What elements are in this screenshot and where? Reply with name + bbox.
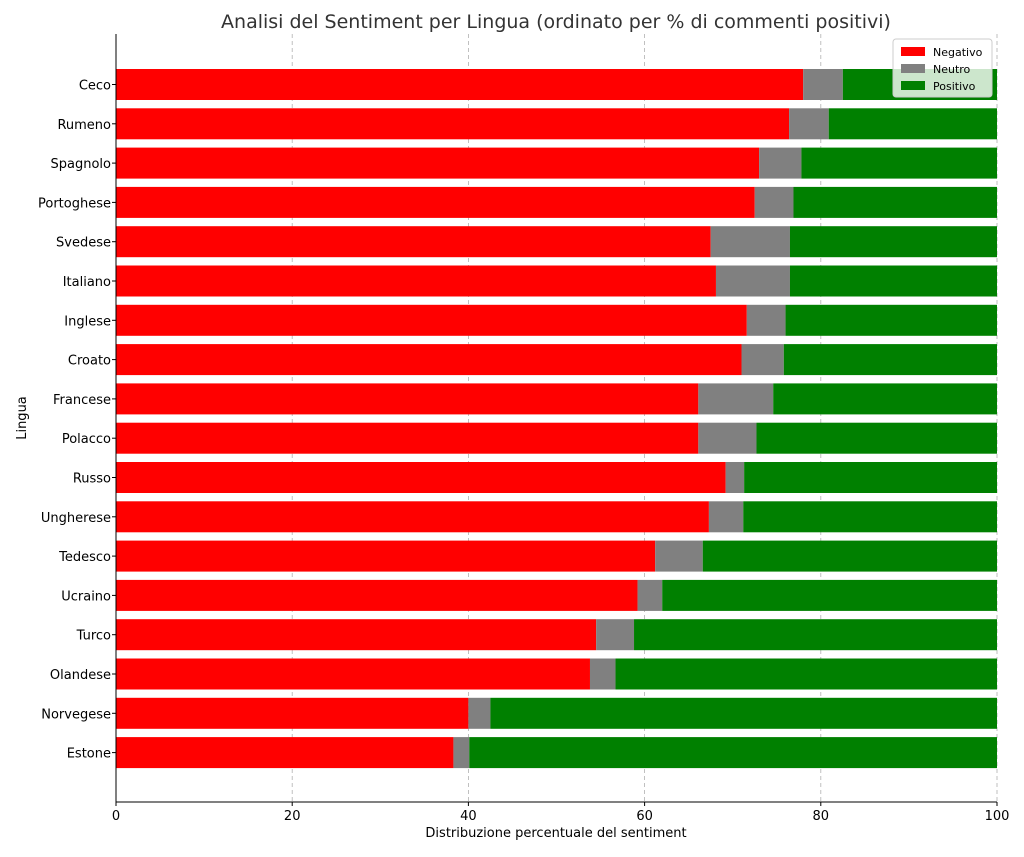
bar-negativo-italiano: [116, 265, 716, 297]
bar-positivo-inglese: [785, 304, 997, 336]
bar-neutro-olandese: [589, 658, 616, 690]
bar-neutro-ceco: [803, 69, 843, 100]
y-tick-label: Norvegese: [41, 707, 111, 722]
bar-neutro-francese: [698, 383, 774, 415]
bar-negativo-ceco: [116, 69, 804, 100]
legend-label-neutro: Neutro: [933, 63, 971, 76]
y-tick-label: Olandese: [50, 668, 111, 683]
x-tick-label: 20: [284, 809, 301, 824]
bar-positivo-portoghese: [793, 186, 997, 218]
bar-negativo-olandese: [116, 658, 590, 690]
y-tick-label: Ceco: [79, 79, 111, 94]
x-tick-label: 60: [636, 809, 653, 824]
y-tick-label: Francese: [53, 393, 111, 408]
bar-negativo-russo: [116, 462, 726, 493]
chart-title: Analisi del Sentiment per Lingua (ordina…: [221, 11, 891, 33]
x-tick-label: 100: [985, 809, 1010, 824]
legend-label-negativo: Negativo: [933, 46, 983, 59]
bar-positivo-rumeno: [828, 108, 997, 140]
y-tick-label: Portoghese: [38, 196, 111, 211]
y-tick-label: Italiano: [63, 275, 111, 290]
bar-negativo-svedese: [116, 226, 711, 258]
bar-positivo-norvegese: [490, 697, 997, 729]
bar-positivo-turco: [634, 619, 997, 651]
x-tick-label: 0: [112, 809, 120, 824]
bar-negativo-croato: [116, 344, 742, 376]
bar-neutro-tedesco: [655, 540, 703, 572]
bar-negativo-ungherese: [116, 501, 709, 533]
bar-positivo-svedese: [789, 226, 997, 258]
bar-negativo-ucraino: [116, 579, 638, 611]
y-tick-label: Inglese: [64, 314, 111, 329]
legend-swatch-negativo: [901, 47, 925, 56]
bar-negativo-francese: [116, 383, 699, 415]
y-tick-label: Russo: [73, 472, 111, 487]
bar-negativo-tedesco: [116, 540, 656, 572]
bar-neutro-polacco: [698, 422, 757, 454]
bar-positivo-tedesco: [702, 540, 997, 572]
bar-negativo-turco: [116, 619, 597, 651]
x-tick-label: 80: [813, 809, 830, 824]
y-tick-label: Estone: [67, 747, 111, 762]
y-axis-label: Lingua: [15, 396, 30, 440]
bar-positivo-italiano: [789, 265, 997, 297]
bar-neutro-rumeno: [789, 108, 829, 140]
bar-neutro-ucraino: [637, 579, 663, 611]
bar-neutro-italiano: [715, 265, 790, 297]
legend: Negativo Neutro Positivo: [892, 38, 993, 98]
bar-negativo-portoghese: [116, 186, 755, 218]
bar-neutro-croato: [741, 344, 784, 376]
bar-neutro-turco: [596, 619, 635, 651]
bar-negativo-spagnolo: [116, 147, 760, 179]
y-tick-label: Rumeno: [57, 118, 111, 133]
bar-neutro-portoghese: [754, 186, 794, 218]
y-tick-label: Ungherese: [41, 511, 111, 526]
y-tick-label: Spagnolo: [51, 157, 112, 172]
bar-positivo-francese: [773, 383, 997, 415]
bar-neutro-svedese: [710, 226, 790, 258]
bar-positivo-olandese: [615, 658, 997, 690]
bar-negativo-estone: [116, 737, 454, 769]
bar-positivo-estone: [469, 737, 997, 769]
y-tick-label: Svedese: [56, 236, 111, 251]
legend-swatch-neutro: [901, 64, 925, 73]
axes: Ceco Rumeno Spagnolo Portoghese Svedese Itali…: [38, 34, 1009, 824]
bars: [116, 69, 997, 769]
bar-neutro-norvegese: [468, 697, 491, 729]
bar-positivo-russo: [744, 462, 997, 493]
bar-positivo-ucraino: [662, 579, 997, 611]
y-tick-label: Polacco: [62, 432, 111, 447]
bar-neutro-spagnolo: [759, 147, 802, 179]
bar-neutro-russo: [725, 462, 745, 493]
bar-negativo-polacco: [116, 422, 699, 454]
bar-negativo-inglese: [116, 304, 747, 336]
bar-positivo-ungherese: [743, 501, 997, 533]
bar-negativo-rumeno: [116, 108, 790, 140]
y-tick-label: Tedesco: [58, 550, 111, 565]
bar-neutro-ungherese: [708, 501, 744, 533]
bar-negativo-norvegese: [116, 697, 469, 729]
bar-positivo-spagnolo: [801, 147, 997, 179]
x-axis-label: Distribuzione percentuale del sentiment: [425, 826, 686, 841]
y-tick-label: Turco: [76, 629, 111, 644]
x-tick-label: 40: [460, 809, 477, 824]
y-tick-label: Ucraino: [61, 589, 111, 604]
y-tick-label: Croato: [68, 354, 111, 369]
bar-neutro-estone: [453, 737, 470, 769]
bar-positivo-croato: [783, 344, 997, 376]
legend-label-positivo: Positivo: [933, 80, 976, 93]
bar-positivo-polacco: [756, 422, 997, 454]
bar-neutro-inglese: [746, 304, 786, 336]
legend-swatch-positivo: [901, 81, 925, 90]
